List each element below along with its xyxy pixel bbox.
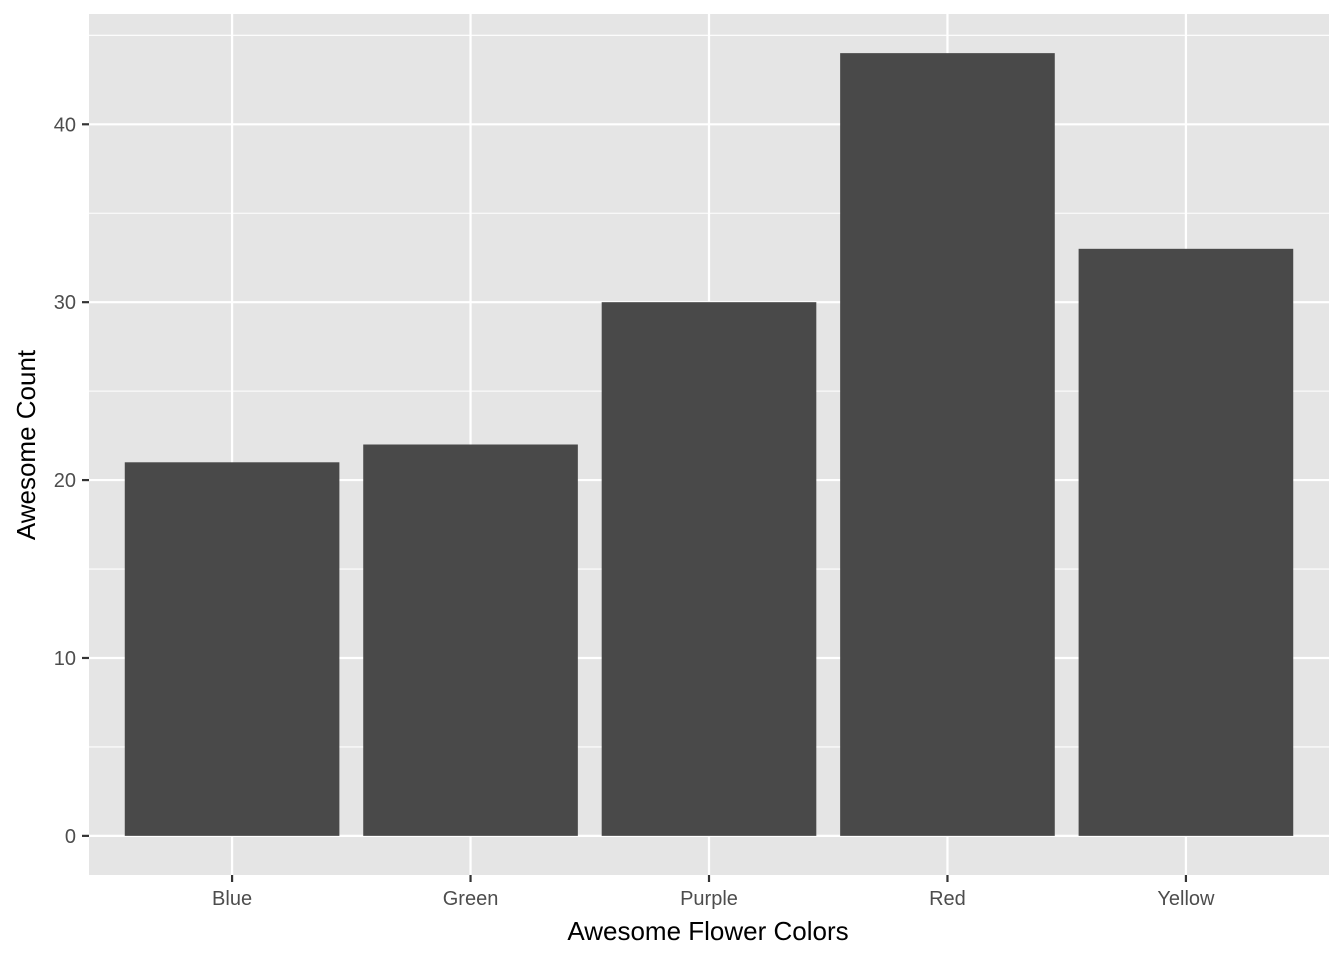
y-axis: 0 10 20 30 40 [54, 114, 89, 848]
y-axis-title: Awesome Count [11, 349, 41, 540]
x-tick-label: Green [443, 888, 499, 910]
bar-yellow [1078, 248, 1294, 836]
y-tick-label: 0 [65, 826, 76, 848]
y-tick-label: 10 [54, 648, 76, 670]
bar-red [840, 53, 1055, 836]
x-tick-label: Yellow [1157, 888, 1215, 910]
bar-green [363, 444, 578, 836]
y-tick-label: 30 [54, 292, 76, 314]
x-tick-label: Red [929, 888, 966, 910]
y-tick-label: 20 [54, 470, 76, 492]
x-axis: Blue Green Purple Red Yellow [212, 875, 1215, 910]
x-tick-label: Blue [212, 888, 252, 910]
bar-blue [124, 462, 340, 836]
bar-purple [601, 302, 817, 836]
bars [124, 53, 1294, 836]
x-axis-title: Awesome Flower Colors [567, 916, 848, 946]
y-tick-label: 40 [54, 114, 76, 136]
x-tick-label: Purple [680, 888, 738, 910]
